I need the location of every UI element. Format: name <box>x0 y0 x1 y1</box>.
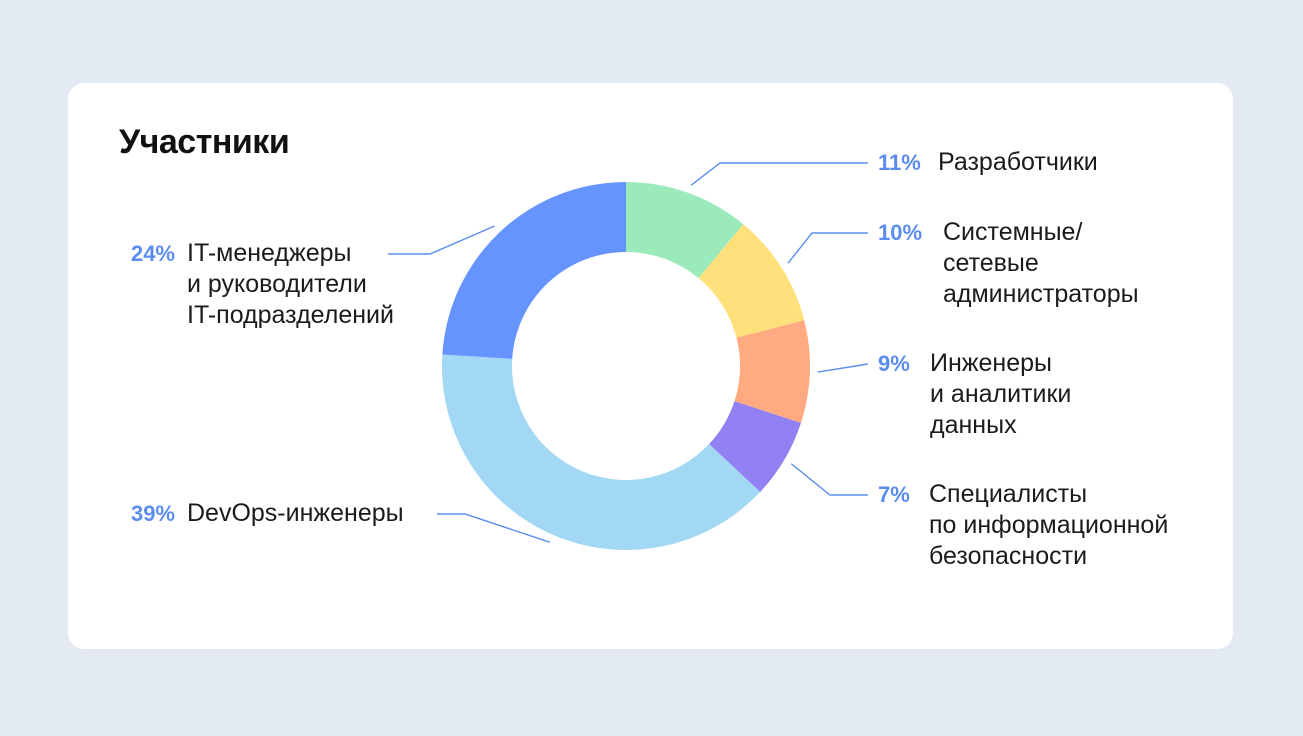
leader-line <box>790 463 868 496</box>
category-label-line: Специалисты <box>929 480 1088 508</box>
data-label-percent: 24% <box>130 241 175 266</box>
donut-slice <box>442 182 626 359</box>
donut-slice <box>709 401 801 492</box>
donut-slice <box>734 320 810 423</box>
category-label: Инженеры и аналитики данных <box>930 348 1071 441</box>
category-label: Специалисты по информационной безопасности <box>929 479 1168 572</box>
chart-card <box>68 83 1233 649</box>
data-label-percent: 9% <box>878 351 910 376</box>
category-label-line: Разработчики <box>938 148 1098 176</box>
category-label-line: и руководители <box>187 270 367 298</box>
leader-line <box>388 225 495 255</box>
donut-slice <box>626 182 744 279</box>
data-label-percent: 7% <box>878 482 910 507</box>
category-label: Системные/сетевые администраторы <box>943 217 1139 310</box>
category-label: Разработчики <box>938 147 1098 178</box>
category-label-line: администраторы <box>943 280 1139 308</box>
category-label-line: DevOps-инженеры <box>187 499 404 527</box>
leader-line <box>817 363 869 373</box>
category-label-line: IT-менеджеры <box>187 239 352 267</box>
category-label-line: по информационной <box>929 511 1169 539</box>
category-label-line: IT-подразделений <box>187 301 394 329</box>
category-label-line: безопасности <box>929 542 1088 570</box>
data-label-percent: 39% <box>130 501 175 526</box>
category-label-line: и аналитики <box>930 380 1072 408</box>
category-label-line: сетевые <box>943 249 1039 277</box>
category-label-line: данных <box>930 411 1017 439</box>
leader-line <box>787 232 868 264</box>
donut-slice <box>441 354 761 550</box>
leader-line <box>437 513 550 543</box>
leader-line <box>690 162 868 186</box>
category-label-line: Системные/ <box>943 218 1083 246</box>
data-label-percent: 11% <box>878 150 921 175</box>
category-label: DevOps-инженеры <box>187 498 404 529</box>
chart-title: Участники <box>119 123 290 161</box>
category-label: IT-менеджеры и руководители IT-подразделен… <box>187 238 394 331</box>
donut-slice <box>698 224 805 338</box>
category-label-line: Инженеры <box>930 349 1052 377</box>
data-label-percent: 10% <box>878 220 923 245</box>
